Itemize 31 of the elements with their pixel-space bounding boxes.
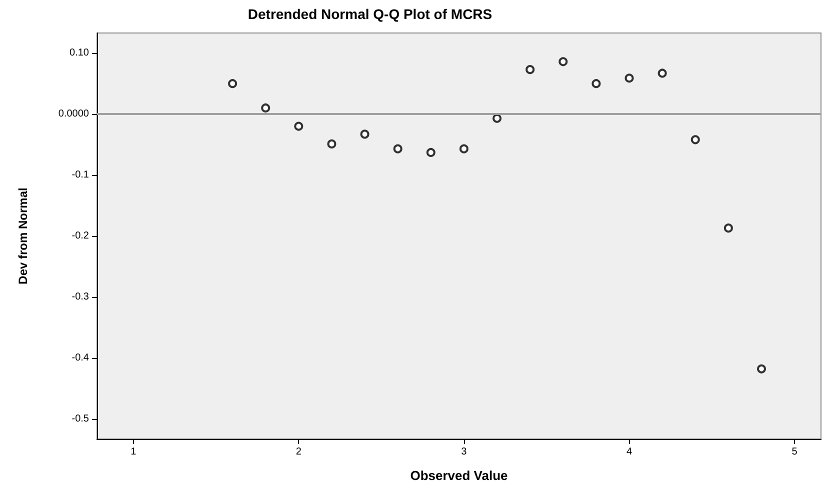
y-axis-title: Dev from Normal [16, 188, 30, 284]
x-tick-label: 2 [296, 446, 302, 458]
y-tick-label: 0.10 [70, 48, 90, 59]
y-tick-label: -0.1 [72, 170, 90, 181]
x-axis-title: Observed Value [410, 468, 508, 483]
point [426, 148, 436, 157]
y-tick-label: -0.3 [72, 291, 90, 302]
point [228, 79, 238, 88]
point [459, 144, 468, 154]
point [558, 57, 568, 66]
point [624, 74, 634, 83]
y-tick-label: -0.4 [72, 352, 90, 364]
y-tick-label: 0.0000 [58, 108, 90, 120]
x-tick-label: 1 [130, 446, 137, 458]
point [261, 103, 270, 112]
point [690, 135, 700, 144]
point [724, 224, 733, 233]
y-tick-label: -0.2 [72, 230, 90, 242]
chart-title: Detrended Normal Q-Q Plot of MCRS [248, 6, 492, 22]
x-tick-label: 3 [461, 446, 468, 458]
y-tick-label: -0.5 [72, 413, 90, 424]
point [294, 122, 304, 131]
point [360, 130, 370, 139]
point [757, 364, 766, 374]
point [393, 144, 402, 154]
point [327, 139, 336, 148]
point [526, 65, 535, 74]
x-tick-label: 5 [792, 446, 798, 458]
x-tick-label: 4 [626, 446, 632, 458]
point [658, 68, 667, 78]
point [592, 79, 601, 88]
